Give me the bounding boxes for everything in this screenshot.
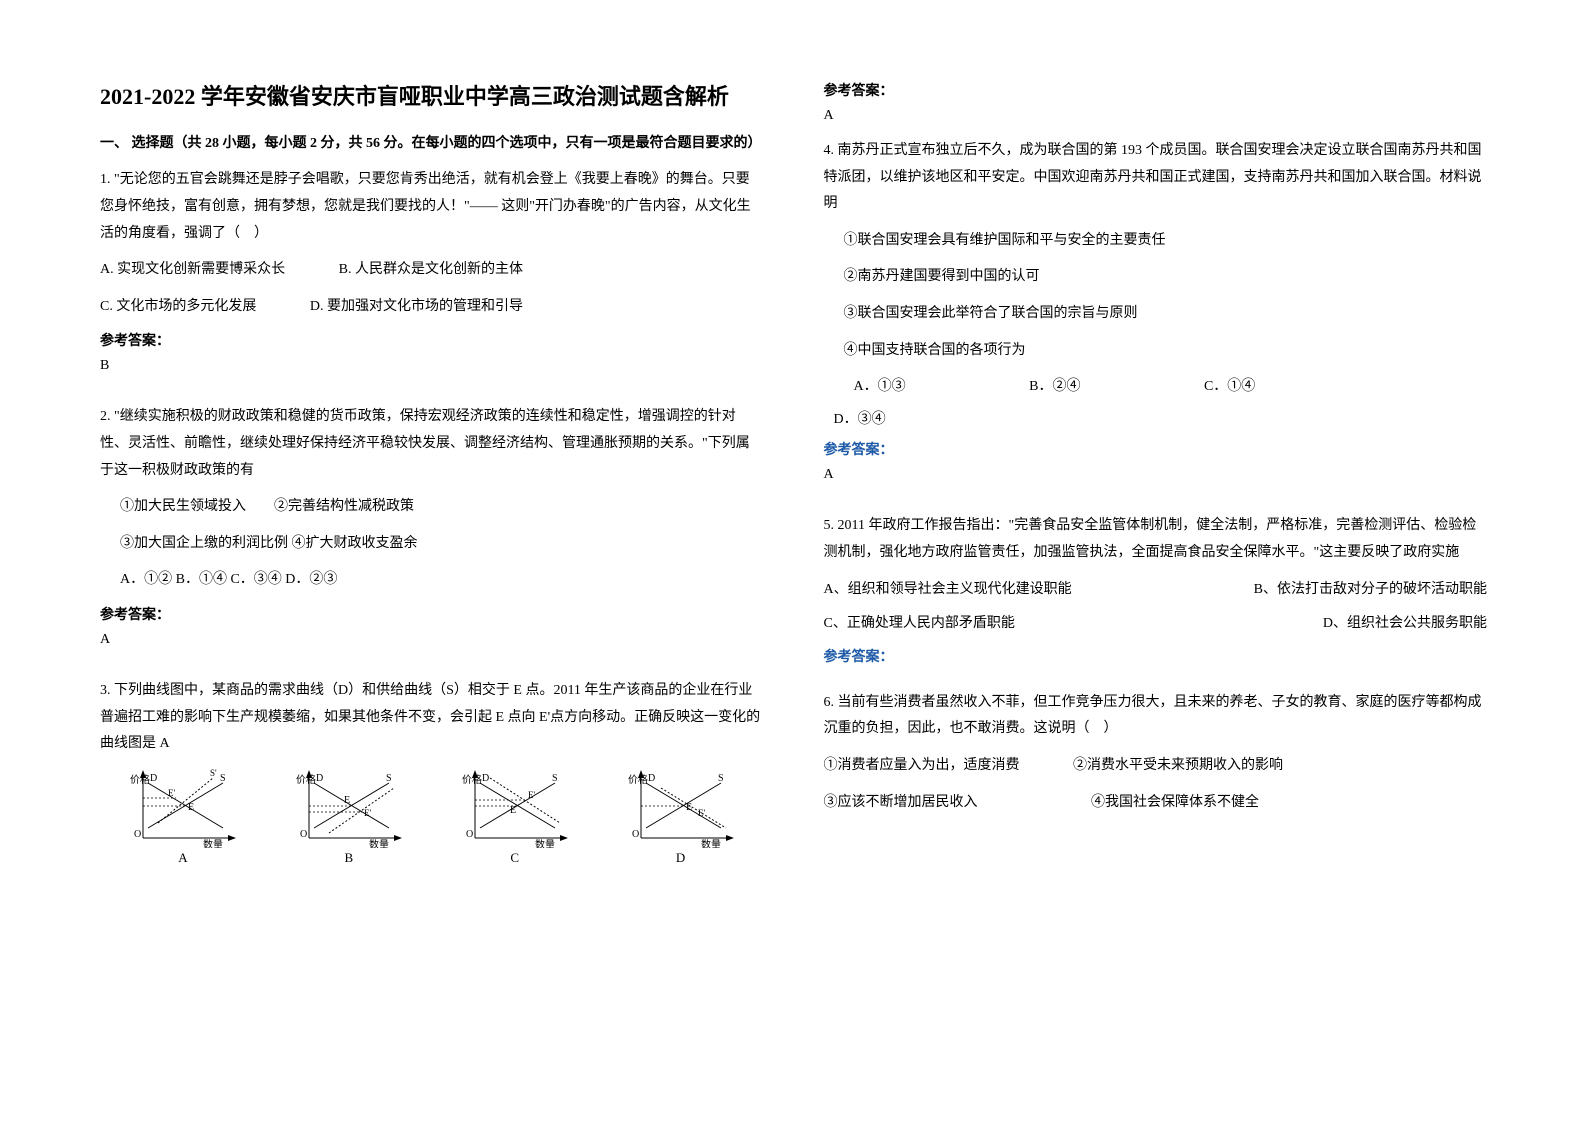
chart-b-xlabel: 数量 xyxy=(369,838,389,848)
q6-row1: ①消费者应量入为出，适度消费 ②消费水平受未来预期收入的影响 xyxy=(824,753,1488,780)
q4-option-c: C．①④ xyxy=(1204,374,1255,401)
q5-row2: C、正确处理人民内部矛盾职能 D、组织社会公共服务职能 xyxy=(824,611,1488,638)
left-column: 2021-2022 学年安徽省安庆市盲哑职业中学高三政治测试题含解析 一、 选择… xyxy=(100,80,764,1082)
chart-d-eprime: E' xyxy=(698,808,705,818)
svg-text:O: O xyxy=(300,829,307,840)
chart-a-label: A xyxy=(178,850,187,866)
chart-d-label: D xyxy=(676,850,685,866)
chart-a-sprime: S' xyxy=(210,768,217,778)
chart-a-s: S xyxy=(220,773,226,784)
q1-option-a: A. 实现文化创新需要博采众长 xyxy=(100,257,285,284)
q3-answer-label: 参考答案： xyxy=(824,80,1488,100)
chart-b: 价格 数量 D S E E' O B xyxy=(294,768,404,866)
q2-answer: A xyxy=(100,632,764,648)
q3-answer: A xyxy=(824,108,1488,124)
chart-b-eprime: E' xyxy=(364,808,371,818)
chart-a-xlabel: 数量 xyxy=(203,838,223,848)
chart-a: 价格 数量 D S S' E E' O A xyxy=(128,768,238,866)
q1-answer: B xyxy=(100,358,764,374)
q1-option-b: B. 人民群众是文化创新的主体 xyxy=(339,257,523,284)
chart-a-e: E xyxy=(188,802,194,813)
q5-answer-label: 参考答案： xyxy=(824,646,1488,666)
q6-sub3: ③应该不断增加居民收入 xyxy=(824,790,978,817)
chart-c-e: E xyxy=(510,805,516,816)
chart-b-svg: 价格 数量 D S E E' O xyxy=(294,768,404,848)
q1-options-row2: C. 文化市场的多元化发展 D. 要加强对文化市场的管理和引导 xyxy=(100,294,764,321)
q4-text: 4. 南苏丹正式宣布独立后不久，成为联合国的第 193 个成员国。联合国安理会决… xyxy=(824,138,1488,218)
q6-row2: ③应该不断增加居民收入 ④我国社会保障体系不健全 xyxy=(824,790,1488,817)
q2-sub1: ①加大民生领域投入 ②完善结构性减税政策 xyxy=(100,494,764,521)
q2-options: A．①② B．①④ C．③④ D．②③ xyxy=(100,567,764,594)
chart-a-eprime: E' xyxy=(168,788,175,798)
q1-options-row1: A. 实现文化创新需要博采众长 B. 人民群众是文化创新的主体 xyxy=(100,257,764,284)
chart-d: 价格 数量 D S E E' O D xyxy=(626,768,736,866)
q4-sub1: ①联合国安理会具有维护国际和平与安全的主要责任 xyxy=(824,228,1488,255)
q2-answer-label: 参考答案： xyxy=(100,604,764,624)
question-2: 2. "继续实施积极的财政政策和稳健的货币政策，保持宏观经济政策的连续性和稳定性… xyxy=(100,404,764,662)
q1-answer-label: 参考答案： xyxy=(100,330,764,350)
q4-sub4: ④中国支持联合国的各项行为 xyxy=(824,338,1488,365)
q3-text: 3. 下列曲线图中，某商品的需求曲线（D）和供给曲线（S）相交于 E 点。201… xyxy=(100,678,764,758)
q5-row1: A、组织和领导社会主义现代化建设职能 B、依法打击敌对分子的破坏活动职能 xyxy=(824,577,1488,604)
q6-sub1: ①消费者应量入为出，适度消费 xyxy=(824,753,1020,780)
q4-options-row2: D．③④ xyxy=(824,407,1488,434)
svg-text:O: O xyxy=(466,829,473,840)
svg-text:O: O xyxy=(134,829,141,840)
section-heading: 一、 选择题（共 28 小题，每小题 2 分，共 56 分。在每小题的四个选项中… xyxy=(100,133,764,155)
document-title: 2021-2022 学年安徽省安庆市盲哑职业中学高三政治测试题含解析 xyxy=(100,80,764,113)
q2-sub2: ③加大国企上缴的利润比例 ④扩大财政收支盈余 xyxy=(100,531,764,558)
chart-a-ylabel: 价格 xyxy=(130,773,150,786)
chart-d-ylabel: 价格 xyxy=(628,773,648,786)
q1-text: 1. "无论您的五官会跳舞还是脖子会唱歌，只要您肯秀出绝活，就有机会登上《我要上… xyxy=(100,167,764,247)
question-1: 1. "无论您的五官会跳舞还是脖子会唱歌，只要您肯秀出绝活，就有机会登上《我要上… xyxy=(100,167,764,388)
chart-b-s: S xyxy=(386,773,392,784)
chart-a-d: D xyxy=(150,773,157,784)
q5-text: 5. 2011 年政府工作报告指出："完善食品安全监管体制机制，健全法制，严格标… xyxy=(824,513,1488,566)
q4-sub3: ③联合国安理会此举符合了联合国的宗旨与原则 xyxy=(824,301,1488,328)
chart-c-label: C xyxy=(510,850,519,866)
q2-text: 2. "继续实施积极的财政政策和稳健的货币政策，保持宏观经济政策的连续性和稳定性… xyxy=(100,404,764,484)
chart-b-label: B xyxy=(344,850,353,866)
right-column: 参考答案： A 4. 南苏丹正式宣布独立后不久，成为联合国的第 193 个成员国… xyxy=(824,80,1488,1082)
q5-option-c: C、正确处理人民内部矛盾职能 xyxy=(824,611,1323,638)
question-4: 4. 南苏丹正式宣布独立后不久，成为联合国的第 193 个成员国。联合国安理会决… xyxy=(824,138,1488,497)
q5-option-b: B、依法打击敌对分子的破坏活动职能 xyxy=(1254,577,1487,604)
chart-c-eprime: E' xyxy=(528,790,535,800)
chart-d-e: E xyxy=(686,802,692,813)
q4-options-row1: A．①③ B．②④ C．①④ xyxy=(824,374,1488,401)
q4-option-d: D．③④ xyxy=(834,407,886,434)
q4-answer-label: 参考答案： xyxy=(824,439,1488,459)
question-6: 6. 当前有些消费者虽然收入不菲，但工作竞争压力很大，且未来的养老、子女的教育、… xyxy=(824,690,1488,826)
q6-text: 6. 当前有些消费者虽然收入不菲，但工作竞争压力很大，且未来的养老、子女的教育、… xyxy=(824,690,1488,743)
chart-c-d: D xyxy=(482,773,489,784)
q4-option-b: B．②④ xyxy=(1029,374,1080,401)
chart-c-s: S xyxy=(552,773,558,784)
q6-sub4: ④我国社会保障体系不健全 xyxy=(1091,790,1259,817)
chart-d-s: S xyxy=(718,773,724,784)
chart-b-e: E xyxy=(344,795,350,806)
q3-charts: 价格 数量 D S S' E E' O A xyxy=(100,768,764,866)
q4-sub2: ②南苏丹建国要得到中国的认可 xyxy=(824,264,1488,291)
chart-d-d: D xyxy=(648,773,655,784)
chart-d-svg: 价格 数量 D S E E' O xyxy=(626,768,736,848)
q4-option-a: A．①③ xyxy=(854,374,906,401)
q1-option-d: D. 要加强对文化市场的管理和引导 xyxy=(310,294,523,321)
question-5: 5. 2011 年政府工作报告指出："完善食品安全监管体制机制，健全法制，严格标… xyxy=(824,513,1488,673)
chart-c-ylabel: 价格 xyxy=(462,773,482,786)
q1-option-c: C. 文化市场的多元化发展 xyxy=(100,294,256,321)
q5-option-d: D、组织社会公共服务职能 xyxy=(1323,611,1487,638)
svg-text:O: O xyxy=(632,829,639,840)
question-3: 3. 下列曲线图中，某商品的需求曲线（D）和供给曲线（S）相交于 E 点。201… xyxy=(100,678,764,876)
q4-answer: A xyxy=(824,467,1488,483)
chart-b-d: D xyxy=(316,773,323,784)
chart-c: 价格 数量 D S E E' O C xyxy=(460,768,570,866)
q5-option-a: A、组织和领导社会主义现代化建设职能 xyxy=(824,577,1254,604)
chart-a-svg: 价格 数量 D S S' E E' O xyxy=(128,768,238,848)
chart-d-xlabel: 数量 xyxy=(701,838,721,848)
chart-b-ylabel: 价格 xyxy=(296,773,316,786)
chart-c-xlabel: 数量 xyxy=(535,838,555,848)
chart-c-svg: 价格 数量 D S E E' O xyxy=(460,768,570,848)
q6-sub2: ②消费水平受未来预期收入的影响 xyxy=(1073,753,1283,780)
